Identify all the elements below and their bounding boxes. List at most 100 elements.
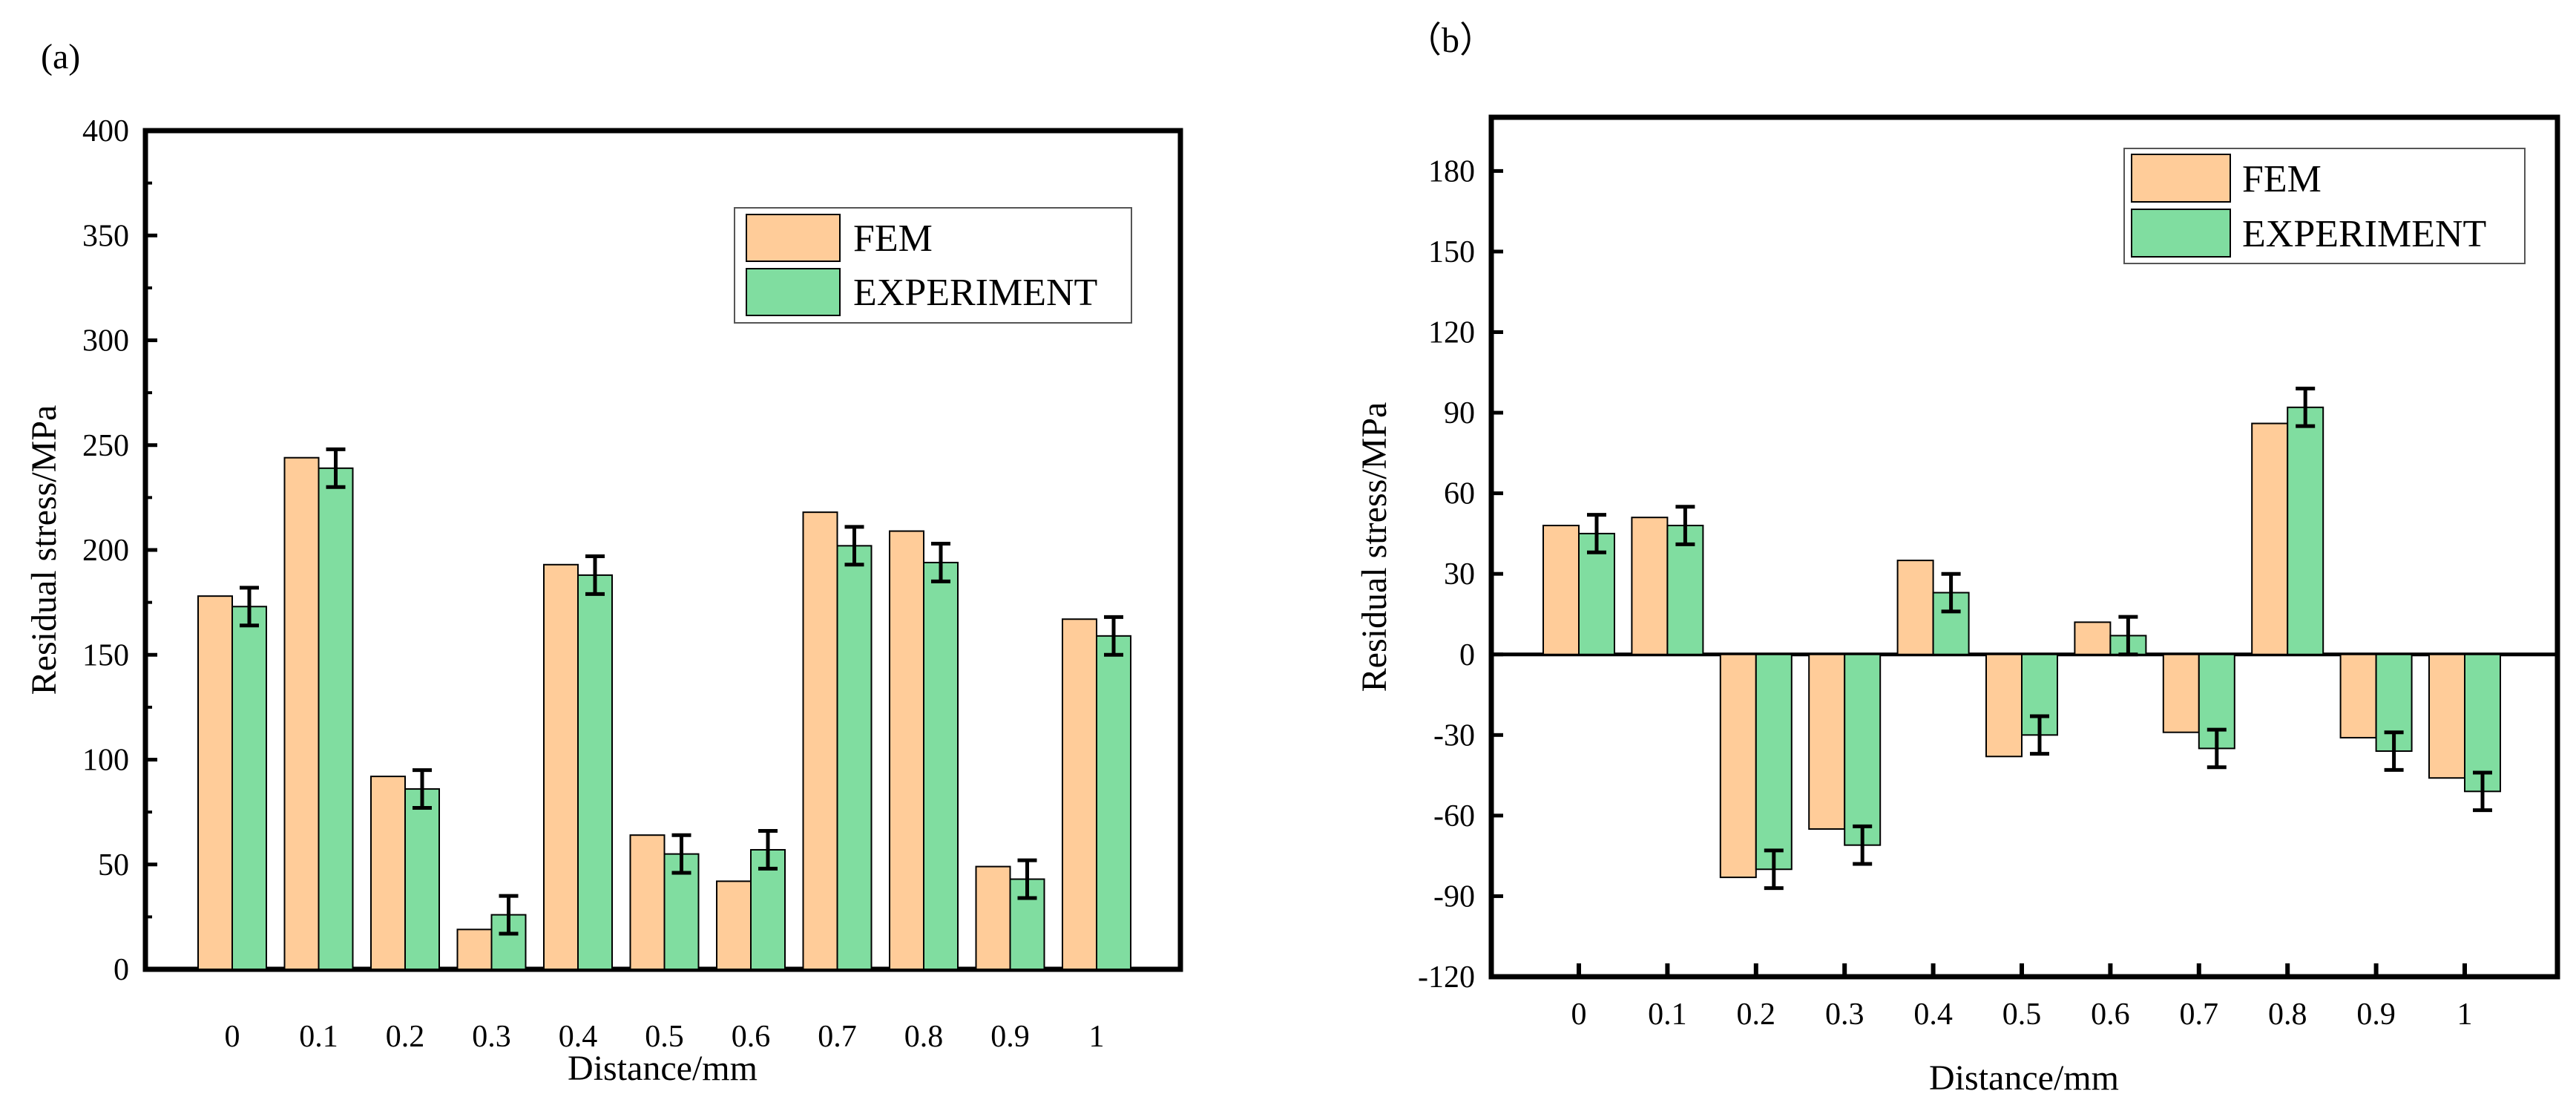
bar-fem-a [543,563,579,970]
x-tick-label-b: 0.7 [2180,998,2219,1032]
y-tick-label-b: 120 [1428,316,1475,350]
x-tick-labels-a: 0 0.1 0.2 0.3 0.4 0.5 0.6 0.7 0.8 0.9 1 [225,1020,1105,1054]
y-tick-label-a: 0 [114,953,129,987]
bar-fem-b [1808,653,1846,830]
x-tick-label-a: 0.5 [645,1020,684,1054]
legend-b: FEM EXPERIMENT [2123,148,2526,264]
y-tick-label-b: -120 [1418,960,1475,995]
legend-label-experiment-b: EXPERIMENT [2242,213,2486,255]
bar-experiment-b [1844,653,1882,846]
bars-b [1542,406,2501,879]
bars-a [197,456,1131,971]
bar-fem-b [1985,653,2023,758]
bar-fem-b [1631,517,1669,655]
bar-experiment-b [2464,653,2501,793]
x-tick-label-a: 0.1 [299,1020,338,1054]
y-tick-label-a: 400 [82,114,129,148]
bar-experiment-a [923,561,959,970]
x-tick-label-a: 0.8 [904,1020,944,1054]
legend-a: FEM EXPERIMENT [734,207,1132,324]
x-tick-label-b: 0.6 [2091,998,2130,1032]
x-tick-label-b: 0.9 [2356,998,2396,1032]
x-tick-label-b: 0.8 [2268,998,2307,1032]
bar-experiment-b [1666,525,1704,655]
y-tick-label-a: 350 [82,219,129,253]
y-axis-label-a: Residual stress/MPa [24,405,64,695]
x-tick-label-a: 0.2 [386,1020,425,1054]
x-tick-label-b: 1 [2457,998,2473,1032]
error-bars-a [240,447,1123,936]
x-tick-label-a: 0.9 [990,1020,1030,1054]
bar-fem-b [2428,653,2465,779]
bar-fem-a [975,865,1011,970]
y-tick-label-b: 150 [1428,235,1475,269]
x-tick-label-b: 0.2 [1737,998,1776,1032]
bar-fem-b [1542,525,1580,655]
bar-fem-a [283,456,320,970]
bar-experiment-a [836,545,873,970]
x-tick-labels-b: 0 0.1 0.2 0.3 0.4 0.5 0.6 0.7 0.8 0.9 1 [1571,998,2473,1032]
y-tick-label-b: 90 [1444,396,1475,430]
legend-label-experiment-a: EXPERIMENT [853,272,1097,314]
x-tick-label-a: 1 [1089,1020,1105,1054]
bar-experiment-a [404,788,440,971]
y-tick-labels-a: 0 50 100 150 200 250 300 350 400 [82,114,129,987]
y-tick-label-b: -90 [1433,879,1475,914]
bar-fem-b [2251,422,2289,655]
bar-experiment-b [1755,653,1793,871]
x-tick-label-b: 0.4 [1913,998,1953,1032]
bar-fem-a [629,834,666,970]
x-tick-label-b: 0 [1571,998,1587,1032]
y-tick-label-b: 180 [1428,154,1475,189]
y-tick-label-a: 250 [82,429,129,463]
bar-fem-a [456,928,493,970]
error-bars-b [1587,386,2492,891]
bar-fem-b [1719,653,1757,879]
x-tick-label-b: 0.3 [1825,998,1864,1032]
y-tick-label-a: 200 [82,534,129,568]
legend-swatch-fem-b [2131,154,2231,203]
legend-label-fem-a: FEM [853,217,933,260]
y-tick-label-b: 30 [1444,557,1475,592]
bar-experiment-a [231,606,267,971]
bar-experiment-a [1096,635,1131,970]
y-tick-labels-b: -120 -90 -60 -30 0 30 60 90 120 150 180 [1418,154,1475,995]
bar-fem-b [2162,653,2200,733]
bar-fem-b [2339,653,2377,738]
bar-fem-a [197,595,233,971]
x-axis-label-b: Distance/mm [1929,1058,2119,1098]
bar-fem-a [716,880,752,970]
legend-label-fem-b: FEM [2242,158,2322,200]
y-tick-label-a: 50 [98,848,129,882]
y-tick-label-b: -60 [1433,799,1475,833]
legend-swatch-experiment-a [746,268,841,316]
x-axis-label-a: Distance/mm [568,1049,758,1088]
x-tick-label-a: 0.6 [732,1020,771,1054]
y-tick-label-a: 100 [82,744,129,778]
y-tick-label-a: 300 [82,324,129,358]
bar-experiment-a [318,467,354,970]
y-tick-label-b: 0 [1459,638,1475,672]
x-tick-label-a: 0 [225,1020,240,1054]
bar-experiment-a [577,574,613,970]
legend-swatch-fem-a [746,214,841,262]
y-tick-label-a: 150 [82,638,129,672]
x-tick-label-a: 0.7 [818,1020,857,1054]
y-tick-label-b: 60 [1444,477,1475,511]
bar-fem-b [1896,560,1934,655]
bar-fem-b [2074,621,2112,655]
bar-fem-a [889,530,924,970]
chart-b: （b） -120 -90 -60 -30 0 30 60 90 120 150 180 0 0.1 0.… [1355,21,2560,1098]
x-tick-label-a: 0.4 [559,1020,598,1054]
bar-fem-a [370,776,406,970]
bar-fem-a [802,511,838,970]
panel-label-b: （b） [1406,21,1495,60]
y-tick-label-b: -30 [1433,718,1475,753]
y-axis-label-b: Residual stress/MPa [1355,402,1394,692]
bar-fem-a [1062,618,1097,970]
panel-label-a: (a) [41,37,80,76]
x-tick-label-b: 0.1 [1648,998,1687,1032]
legend-swatch-experiment-b [2131,209,2231,258]
